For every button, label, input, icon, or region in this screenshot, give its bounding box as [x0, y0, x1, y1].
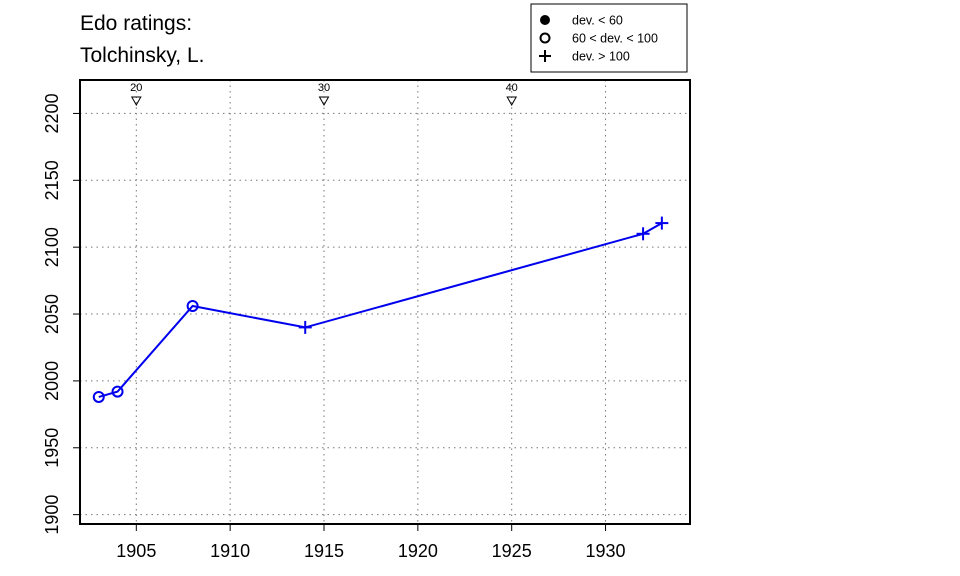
x-tick-label: 1920: [398, 541, 438, 561]
legend-box: [530, 3, 688, 73]
data-point-open-circle: [539, 32, 551, 44]
grid: [80, 80, 690, 524]
series-line: [98, 222, 663, 398]
plot-frame: [79, 79, 691, 525]
data-point-filled-circle: [540, 15, 550, 25]
x-tick-label: 1915: [304, 541, 344, 561]
age-marker-triangle: [130, 96, 142, 107]
data-point-plus: [636, 227, 650, 241]
data-point-plus: [539, 50, 551, 62]
legend-entry-label: 60 < dev. < 100: [572, 32, 658, 46]
y-tick-label: 2100: [42, 227, 62, 267]
x-tick-label: 1910: [210, 541, 250, 561]
data-point-open-circle: [92, 390, 105, 403]
x-tick-label: 1925: [492, 541, 532, 561]
y-tick-label: 1950: [42, 428, 62, 468]
data-point-plus: [298, 320, 312, 334]
y-tick-label: 1900: [42, 495, 62, 535]
data-point-plus: [655, 216, 669, 230]
age-marker-label: 40: [506, 82, 518, 94]
age-marker-label: 30: [318, 82, 330, 94]
age-marker-label: 20: [130, 82, 142, 94]
y-tick-label: 2150: [42, 160, 62, 200]
data-point-open-circle: [186, 300, 199, 313]
x-tick-label: 1905: [116, 541, 156, 561]
x-axis: 1905 1910 1915 1920 1925 1930: [116, 524, 626, 561]
data-point-open-circle: [111, 385, 124, 398]
legend-entry-label: dev. > 100: [572, 50, 630, 64]
age-markers: 20 30 40: [130, 82, 518, 107]
age-marker-triangle: [318, 96, 330, 107]
y-axis: 1900 1950 2000 2050 2100 2150 2200: [42, 93, 80, 535]
x-tick-label: 1930: [586, 541, 626, 561]
y-tick-label: 2000: [42, 361, 62, 401]
chart-title: Edo ratings:: [80, 12, 192, 35]
legend: dev. < 60 60 < dev. < 100 dev. > 100: [530, 3, 688, 73]
chart-subtitle: Tolchinsky, L.: [80, 44, 205, 67]
y-tick-label: 2050: [42, 294, 62, 334]
age-marker-triangle: [506, 96, 518, 107]
y-tick-label: 2200: [42, 93, 62, 133]
legend-entry-label: dev. < 60: [572, 14, 623, 28]
series-layer: [92, 216, 669, 403]
